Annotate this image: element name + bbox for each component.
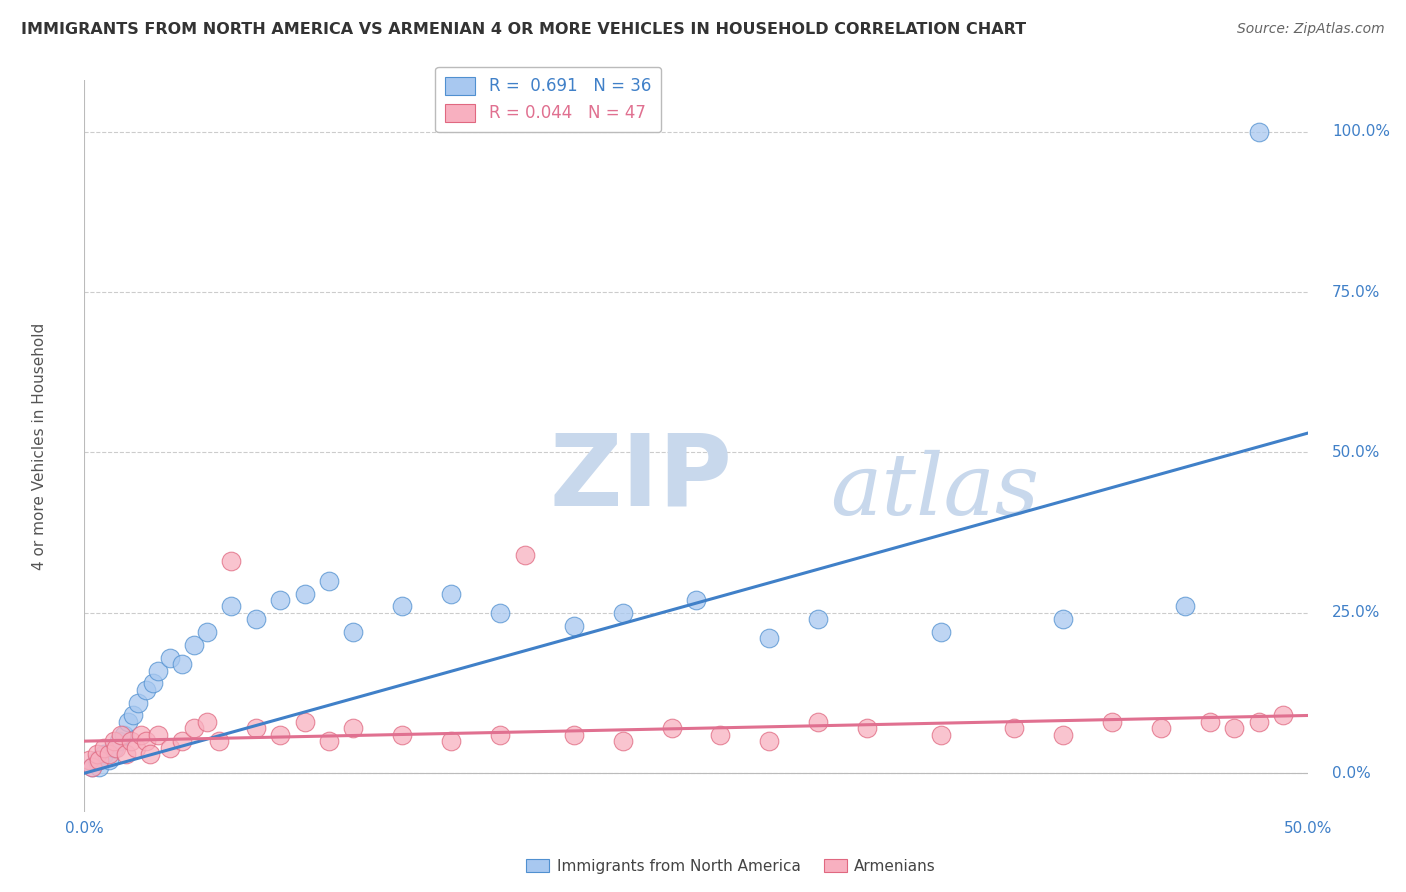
Point — [856, 721, 879, 735]
Point — [103, 734, 125, 748]
Text: 0.0%: 0.0% — [65, 822, 104, 837]
Point — [1052, 728, 1074, 742]
Text: 75.0%: 75.0% — [1331, 285, 1381, 300]
Point — [127, 696, 149, 710]
Point — [139, 747, 162, 761]
Point — [929, 728, 952, 742]
Point — [269, 728, 291, 742]
Point — [80, 760, 103, 774]
Point — [1223, 721, 1246, 735]
Text: 25.0%: 25.0% — [1331, 606, 1381, 620]
Point — [391, 599, 413, 614]
Text: atlas: atlas — [831, 450, 1039, 533]
Point — [208, 734, 231, 748]
Point — [93, 747, 115, 761]
Text: ZIP: ZIP — [550, 430, 733, 526]
Point — [1101, 714, 1123, 729]
Text: 0.0%: 0.0% — [1331, 765, 1371, 780]
Point — [245, 721, 267, 735]
Point — [342, 625, 364, 640]
Point — [97, 747, 120, 761]
Point — [929, 625, 952, 640]
Point — [1198, 714, 1220, 729]
Point — [489, 728, 512, 742]
Point — [135, 734, 157, 748]
Point — [195, 714, 218, 729]
Point — [562, 728, 585, 742]
Text: 50.0%: 50.0% — [1331, 445, 1381, 460]
Point — [80, 760, 103, 774]
Text: Source: ZipAtlas.com: Source: ZipAtlas.com — [1237, 22, 1385, 37]
Point — [93, 740, 115, 755]
Text: 50.0%: 50.0% — [1284, 822, 1331, 837]
Point — [172, 657, 194, 672]
Point — [77, 753, 100, 767]
Point — [86, 747, 108, 761]
Point — [107, 734, 129, 748]
Point — [146, 664, 169, 678]
Point — [709, 728, 731, 742]
Point — [612, 606, 634, 620]
Point — [562, 618, 585, 632]
Point — [117, 714, 139, 729]
Point — [159, 740, 181, 755]
Point — [120, 734, 142, 748]
Point — [219, 554, 242, 568]
Point — [245, 612, 267, 626]
Point — [807, 612, 830, 626]
Point — [1052, 612, 1074, 626]
Point — [1272, 708, 1295, 723]
Point — [110, 728, 132, 742]
Text: 4 or more Vehicles in Household: 4 or more Vehicles in Household — [32, 322, 46, 570]
Point — [103, 740, 125, 755]
Point — [1247, 125, 1270, 139]
Point — [1150, 721, 1173, 735]
Point — [318, 734, 340, 748]
Point — [195, 625, 218, 640]
Point — [440, 734, 463, 748]
Point — [294, 586, 316, 600]
Point — [183, 721, 205, 735]
Point — [115, 747, 138, 761]
Point — [318, 574, 340, 588]
Text: IMMIGRANTS FROM NORTH AMERICA VS ARMENIAN 4 OR MORE VEHICLES IN HOUSEHOLD CORREL: IMMIGRANTS FROM NORTH AMERICA VS ARMENIA… — [21, 22, 1026, 37]
Point — [269, 593, 291, 607]
Point — [172, 734, 194, 748]
Point — [807, 714, 830, 729]
Point — [294, 714, 316, 729]
Point — [129, 728, 152, 742]
Point — [685, 593, 707, 607]
Point — [612, 734, 634, 748]
Point — [1002, 721, 1025, 735]
Point — [489, 606, 512, 620]
Point — [112, 728, 135, 742]
Point — [758, 632, 780, 646]
Legend: R =  0.691   N = 36, R = 0.044   N = 47: R = 0.691 N = 36, R = 0.044 N = 47 — [436, 67, 661, 132]
Point — [440, 586, 463, 600]
Point — [135, 682, 157, 697]
Point — [122, 708, 145, 723]
Point — [105, 740, 128, 755]
Point — [142, 676, 165, 690]
Point — [183, 638, 205, 652]
Point — [219, 599, 242, 614]
Point — [661, 721, 683, 735]
Point — [391, 728, 413, 742]
Point — [146, 728, 169, 742]
Legend: Immigrants from North America, Armenians: Immigrants from North America, Armenians — [520, 853, 942, 880]
Point — [1174, 599, 1197, 614]
Text: 100.0%: 100.0% — [1331, 124, 1391, 139]
Point — [97, 753, 120, 767]
Point — [758, 734, 780, 748]
Point — [159, 650, 181, 665]
Point — [513, 548, 536, 562]
Point — [1247, 714, 1270, 729]
Point — [125, 740, 148, 755]
Point — [87, 753, 110, 767]
Point — [86, 753, 108, 767]
Point — [87, 760, 110, 774]
Point — [342, 721, 364, 735]
